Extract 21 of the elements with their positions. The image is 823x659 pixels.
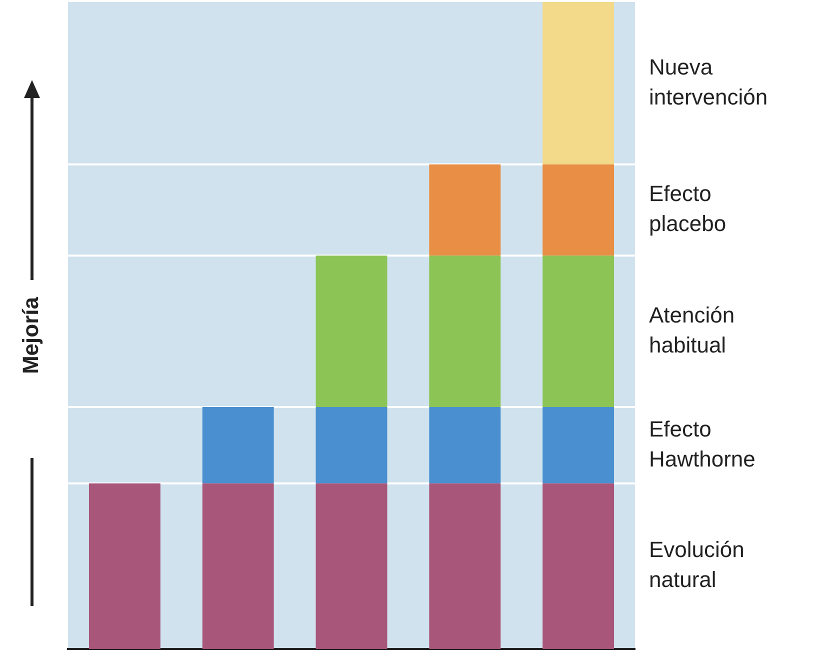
y-axis-title: Mejoría [18, 296, 44, 374]
bar [542, 2, 614, 164]
bar [542, 256, 614, 408]
bar [88, 483, 160, 649]
bar [429, 407, 501, 484]
series-label: Atención habitual [649, 302, 735, 358]
bar [429, 256, 501, 408]
bar [316, 256, 388, 408]
bar [202, 483, 274, 649]
bar [429, 483, 501, 649]
bar [316, 407, 388, 484]
series-label: Nueva intervención [649, 54, 768, 110]
bar [316, 483, 388, 649]
bar [542, 164, 614, 256]
series-label: Evolución natural [649, 537, 744, 592]
series-label: Efecto Hawthorne [649, 416, 756, 472]
series-label: Efecto placebo [649, 181, 726, 236]
bar [542, 483, 614, 649]
bar [202, 407, 274, 484]
bar [429, 164, 501, 256]
bar [542, 407, 614, 484]
